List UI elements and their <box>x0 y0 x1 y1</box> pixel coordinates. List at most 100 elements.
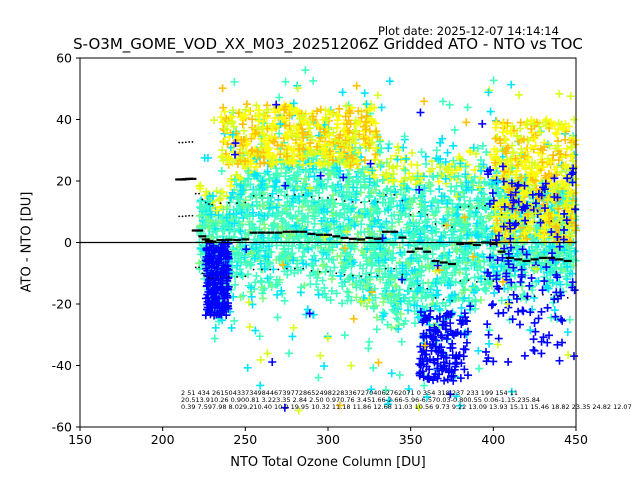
spread-marker <box>426 287 429 290</box>
spread-marker <box>550 220 553 222</box>
scatter-point <box>415 237 424 246</box>
scatter-point <box>440 228 449 237</box>
scatter-point <box>392 314 401 323</box>
scatter-point <box>208 192 217 201</box>
scatter-point <box>382 158 391 167</box>
scatter-point <box>235 221 244 230</box>
scatter-point <box>338 299 347 308</box>
scatter-point <box>304 245 313 254</box>
scatter-point <box>360 182 369 191</box>
scatter-point <box>238 186 247 195</box>
scatter-point <box>222 192 231 201</box>
scatter-point <box>239 177 248 186</box>
scatter-point <box>497 296 506 305</box>
scatter-point <box>245 107 254 116</box>
spread-marker <box>442 224 445 227</box>
scatter-point <box>344 215 353 224</box>
scatter-point <box>515 320 524 329</box>
scatter-point <box>441 174 450 183</box>
scatter-point <box>294 266 303 275</box>
scatter-point <box>383 400 392 409</box>
scatter-point <box>217 166 226 175</box>
scatter-point <box>314 188 323 197</box>
scatter-point <box>354 168 363 177</box>
spread-marker <box>475 280 478 283</box>
scatter-point <box>258 294 267 303</box>
y-tick-label: -60 <box>52 420 72 435</box>
scatter-point <box>386 267 395 276</box>
scatter-point <box>280 296 289 305</box>
scatter-point <box>390 210 399 219</box>
scatter-point <box>400 132 409 141</box>
scatter-point <box>452 392 461 401</box>
scatter-point <box>428 250 437 259</box>
spread-marker <box>277 268 280 271</box>
scatter-point <box>423 392 432 401</box>
scatter-point <box>401 195 410 204</box>
scatter-point <box>471 259 480 268</box>
scatter-point <box>381 386 390 395</box>
scatter-point <box>444 210 453 219</box>
scatter-point <box>529 345 538 354</box>
scatter-point <box>281 250 290 259</box>
scatter-point <box>289 194 298 203</box>
scatter-point <box>317 247 326 256</box>
y-tick-label: -40 <box>52 358 72 373</box>
scatter-point <box>556 280 565 289</box>
scatter-point <box>357 276 366 285</box>
scatter-point <box>244 175 253 184</box>
scatter-point <box>277 214 286 223</box>
scatter-point <box>420 97 429 106</box>
spread-marker <box>426 213 429 216</box>
spread-marker <box>310 196 313 198</box>
scatter-point <box>474 346 483 355</box>
scatter-point <box>516 293 525 302</box>
spread-marker <box>219 202 222 205</box>
scatter-point <box>543 338 552 347</box>
scatter-point <box>242 260 251 269</box>
scatter-point <box>416 230 425 239</box>
scatter-point <box>343 296 352 305</box>
scatter-point <box>396 248 405 257</box>
spread-marker <box>294 193 296 196</box>
scatter-point <box>284 254 293 263</box>
scatter-point <box>454 217 463 226</box>
scatter-point <box>399 164 408 173</box>
scatter-point <box>438 134 447 143</box>
scatter-point <box>341 264 350 273</box>
scatter-point <box>391 282 400 291</box>
spread-marker <box>434 296 437 299</box>
scatter-point <box>373 91 382 100</box>
scatter-point <box>211 219 220 228</box>
scatter-point <box>428 229 437 238</box>
spread-marker <box>277 194 280 197</box>
scatter-point <box>332 289 341 298</box>
scatter-point <box>385 290 394 299</box>
scatter-point <box>402 184 411 193</box>
scatter-point <box>239 126 248 135</box>
spread-marker <box>376 274 379 277</box>
scatter-point <box>402 270 411 279</box>
scatter-point <box>399 204 408 213</box>
scatter-point <box>256 276 265 285</box>
spread-marker <box>269 268 272 271</box>
scatter-point <box>365 174 374 183</box>
scatter-point <box>300 196 309 205</box>
scatter-point <box>429 172 438 181</box>
scatter-point <box>402 154 411 163</box>
scatter-point <box>265 247 274 256</box>
scatter-point <box>516 278 525 287</box>
scatter-point <box>543 303 552 312</box>
scatter-point <box>556 268 565 277</box>
spread-marker <box>409 213 412 216</box>
scatter-point <box>470 273 479 282</box>
scatter-point <box>362 302 371 311</box>
scatter-point <box>365 191 374 200</box>
scatter-point <box>252 197 261 206</box>
scatter-point <box>432 146 441 155</box>
scatter-point <box>227 323 236 332</box>
scatter-point <box>381 284 390 293</box>
scatter-point <box>347 361 356 370</box>
scatter-point <box>230 219 239 228</box>
scatter-point <box>391 234 400 243</box>
